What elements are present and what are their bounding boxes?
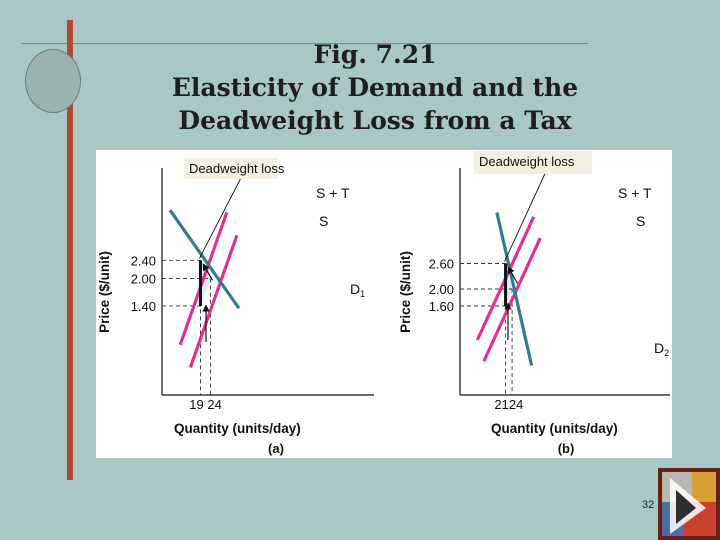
panel-b-y-axis-label: Price ($/unit) [398,251,413,333]
title-line-3: Deadweight Loss from a Tax [178,106,572,135]
panel-b-label-s-plus-t: S + T [618,185,652,201]
slide-title: Fig. 7.21 Elasticity of Demand and the D… [150,38,600,137]
panel-a-series-demand [168,209,241,310]
panel-a-y-tick-2: 1.40 [131,299,156,314]
decorative-circle [25,49,81,113]
panel-b-label-s: S [636,213,645,229]
decorative-rule-vertical [67,20,73,480]
panel-a-series-supply_tax [178,211,229,346]
panel-b-x-tick-1: 24 [509,397,523,412]
panel-a-x-tick-1: 24 [207,397,221,412]
panel-a-series-supply [188,234,239,369]
panel-a-label-s: S [319,213,328,229]
slide-number: 32 [642,499,655,511]
panel-b-series-supply [482,237,542,362]
figure-svg: 2.40 2.00 1.40 19 24 S + T S D1 Deadweight loss Q… [97,151,670,456]
panel-a-panel-label: (a) [268,441,284,456]
panel-b-wedge-pointer [507,266,519,284]
panel-a-x-tick-0: 19 [189,397,203,412]
panel-a-label-demand: D1 [350,281,365,299]
panel-b-x-tick-0: 21 [494,397,508,412]
panel-b-x-axis-label: Quantity (units/day) [491,421,618,436]
panel-b-series-demand [495,212,534,366]
panel-b-panel-label: (b) [558,441,575,456]
title-line-1: Fig. 7.21 [313,40,437,69]
panel-a-deadweight-triangle [200,260,211,306]
panel-b-callout-text: Deadweight loss [479,154,575,169]
figure-panel: 2.40 2.00 1.40 19 24 S + T S D1 Deadweight loss Q… [96,150,672,458]
panel-a-callout-leader [199,178,241,259]
decorative-rule-horizontal [22,43,588,44]
panel-a-x-axis-label: Quantity (units/day) [174,421,301,436]
panel-a-wedge-pointer [202,263,213,281]
panel-b-y-tick-2: 1.60 [429,299,454,314]
title-line-2: Elasticity of Demand and the [171,73,579,102]
panel-a-y-tick-0: 2.40 [131,253,156,268]
panel-a-callout-text: Deadweight loss [189,161,285,176]
panel-a-callout-box [184,158,278,179]
panel-b-callout-box [474,151,592,174]
panel-b-callout-leader [504,173,546,262]
panel-b-label-demand: D2 [654,340,669,358]
panel-a-y-axis-label: Price ($/unit) [97,251,112,333]
logo-icon [658,468,720,540]
panel-a-label-s-plus-t: S + T [316,185,350,201]
panel-a-y-tick-1: 2.00 [131,272,156,287]
panel-b-y-tick-0: 2.60 [429,257,454,272]
panel-b-y-tick-1: 2.00 [429,282,454,297]
